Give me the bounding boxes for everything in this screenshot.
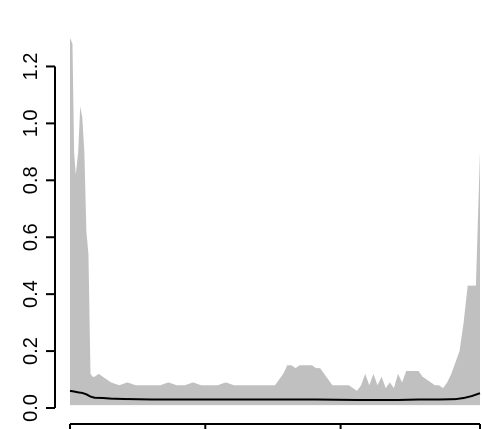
y-tick-label: 0.8 [20,166,42,194]
mean-line [69,389,481,402]
confidence-band [70,38,480,406]
x-axis [69,423,481,429]
y-tick-label: 1.0 [20,109,42,137]
y-tick-label: 0.4 [20,280,42,308]
y-tick-label: 0.6 [20,223,42,251]
plot-area [69,38,481,406]
y-tick-label: 0.2 [20,337,42,365]
y-tick-label: 1.2 [20,53,42,81]
y-axis: 0.0 0.2 0.4 0.6 0.8 1.0 1.2 [20,53,56,422]
y-tick-label: 0.0 [20,394,42,422]
